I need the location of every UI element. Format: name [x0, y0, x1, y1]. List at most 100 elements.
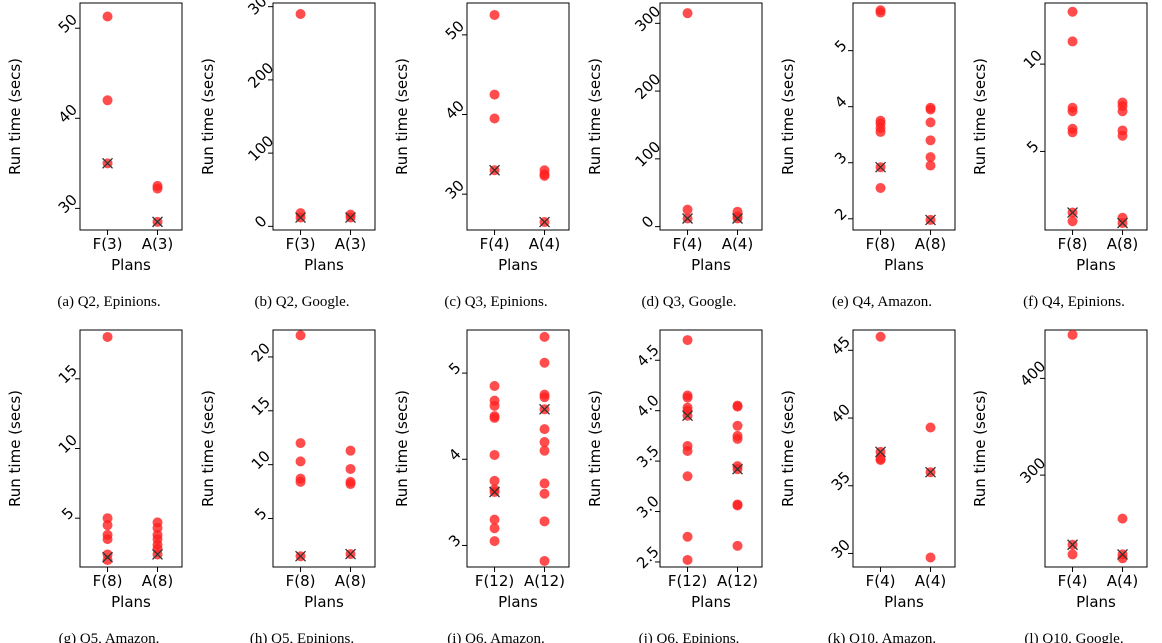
data-point [295, 330, 306, 341]
subplot: 300 400 F(4) A(4) Plans Run time (secs) (l) Q1… [971, 329, 1148, 643]
data-point [732, 401, 743, 412]
y-tick-label: 3 [445, 531, 464, 550]
data-point [682, 554, 693, 565]
marked-point [1117, 217, 1128, 229]
y-tick-label: 4 [831, 92, 850, 111]
x-tick-label: A(12) [717, 572, 758, 590]
x-tick-label: A(3) [142, 235, 174, 253]
plot-frame [1044, 2, 1148, 231]
y-tick-label: 5 [251, 504, 270, 523]
y-axis-label: Run time (secs) [199, 390, 217, 507]
data-point [489, 449, 500, 460]
y-tick-label: 3.5 [633, 442, 663, 472]
data-point [539, 445, 550, 456]
y-tick-label: 3 [831, 148, 850, 167]
data-point [1067, 329, 1078, 340]
data-point [489, 514, 500, 525]
y-tick-label: 50 [442, 17, 468, 43]
data-point [539, 555, 550, 566]
y-tick-label: 30 [442, 176, 468, 202]
y-axis-label: Run time (secs) [586, 58, 604, 175]
caption: (h) Q5, Epinions. [250, 631, 354, 643]
y-tick-label: 0 [638, 212, 657, 231]
data-point [1117, 553, 1128, 564]
subplot: 30 40 50 F(3) A(3) Plans Run time (secs) (a) Q2… [6, 2, 183, 310]
plot-frame [659, 329, 763, 568]
x-axis-label: Plans [1076, 593, 1116, 611]
data-point [345, 463, 356, 474]
y-tick-label: 20 [248, 339, 274, 365]
y-tick-label: 10 [248, 447, 274, 473]
data-point [489, 9, 500, 20]
data-point [295, 8, 306, 19]
y-tick-label: 300 [631, 2, 664, 35]
x-axis-label: Plans [691, 593, 731, 611]
plot-frame [272, 2, 376, 231]
y-tick-label: 4.0 [633, 391, 663, 421]
x-tick-label: A(4) [915, 572, 947, 590]
x-tick-label: A(4) [529, 235, 561, 253]
y-tick-label: 2.5 [633, 543, 663, 573]
y-tick-label: 45 [828, 333, 854, 359]
data-point [539, 170, 550, 181]
data-point [295, 456, 306, 467]
x-tick-label: A(8) [1107, 235, 1139, 253]
y-tick-label: 4.5 [633, 341, 663, 371]
data-point [102, 11, 113, 22]
x-axis-label: Plans [111, 256, 151, 274]
data-point [295, 476, 306, 487]
caption: (d) Q3, Google. [642, 294, 737, 310]
data-point [489, 89, 500, 100]
caption: (l) Q10, Google. [1024, 631, 1123, 643]
caption: (f) Q4, Epinions. [1023, 294, 1125, 310]
y-axis-label: Run time (secs) [779, 390, 797, 507]
data-point [925, 422, 936, 433]
plot-frame [272, 329, 376, 568]
data-point [102, 555, 113, 566]
caption: (g) Q5, Amazon. [59, 631, 160, 643]
data-point [489, 412, 500, 423]
data-point [925, 117, 936, 128]
data-point [875, 182, 886, 193]
plot-frame [852, 2, 956, 231]
x-tick-label: A(4) [1107, 572, 1139, 590]
data-point [489, 113, 500, 124]
x-axis-label: Plans [304, 256, 344, 274]
y-tick-label: 100 [631, 138, 664, 171]
plot-frame [79, 329, 183, 568]
marked-point [539, 216, 550, 228]
x-tick-label: F(3) [93, 235, 123, 253]
data-point [1067, 216, 1078, 227]
y-tick-label: 5 [445, 359, 464, 378]
data-point [102, 520, 113, 531]
data-point [102, 331, 113, 342]
data-point [345, 479, 356, 490]
data-point [925, 104, 936, 115]
data-point [682, 8, 693, 19]
marked-point [102, 551, 113, 563]
y-tick-label: 40 [828, 400, 854, 426]
subplot: 5 10 15 20 F(8) A(8) Plans Run time (secs) (h) Q… [199, 329, 376, 643]
marked-point [345, 548, 356, 560]
subplot: 0 100 200 300 F(3) A(3) Plans Run time (secs) (b… [199, 0, 376, 310]
data-point [152, 522, 163, 533]
data-point [1117, 130, 1128, 141]
data-point [682, 392, 693, 403]
x-axis-label: Plans [884, 593, 924, 611]
data-point [1067, 549, 1078, 560]
marked-point [345, 212, 356, 224]
x-tick-label: F(8) [866, 235, 896, 253]
data-point [925, 160, 936, 171]
data-point [489, 475, 500, 486]
data-point [925, 552, 936, 563]
x-tick-label: F(4) [480, 235, 510, 253]
marked-point [1067, 539, 1078, 551]
x-tick-label: F(4) [866, 572, 896, 590]
y-axis-label: Run time (secs) [971, 58, 989, 175]
data-point [1067, 6, 1078, 17]
data-point [1067, 36, 1078, 47]
marked-point [682, 410, 693, 422]
subplot: 3 4 5 F(12) A(12) Plans Run time (secs) (i) Q6,… [393, 329, 570, 643]
marked-point [875, 161, 886, 173]
